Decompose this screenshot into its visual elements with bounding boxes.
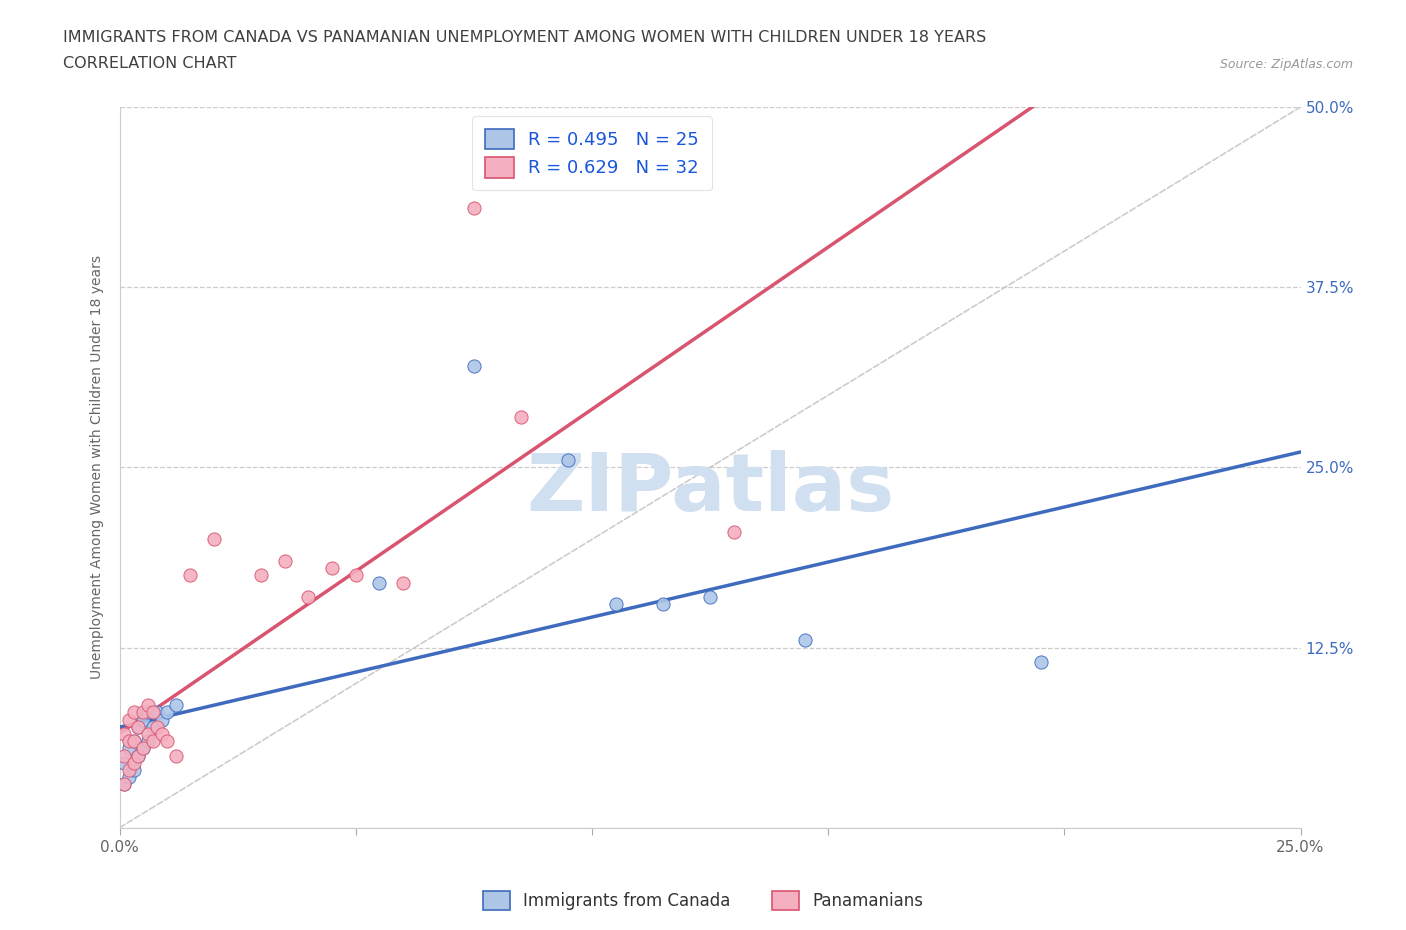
Point: [274, 553, 297, 568]
Point: [156, 734, 179, 749]
Text: ZIPatlas: ZIPatlas: [526, 450, 894, 528]
Point: [344, 568, 367, 583]
Point: [132, 741, 155, 756]
Point: [118, 763, 141, 777]
Point: [136, 734, 159, 749]
Point: [165, 698, 187, 712]
Point: [321, 561, 343, 576]
Point: [122, 763, 145, 777]
Point: [156, 705, 179, 720]
Point: [127, 748, 149, 763]
Point: [122, 755, 145, 770]
Point: [118, 741, 141, 756]
Point: [127, 748, 149, 763]
Point: [112, 777, 135, 792]
Point: [112, 748, 135, 763]
Point: [112, 777, 135, 792]
Point: [136, 698, 159, 712]
Point: [793, 633, 815, 648]
Text: IMMIGRANTS FROM CANADA VS PANAMANIAN UNEMPLOYMENT AMONG WOMEN WITH CHILDREN UNDE: IMMIGRANTS FROM CANADA VS PANAMANIAN UNE…: [63, 30, 987, 45]
Point: [463, 359, 485, 374]
Point: [132, 705, 155, 720]
Legend: R = 0.495   N = 25, R = 0.629   N = 32: R = 0.495 N = 25, R = 0.629 N = 32: [472, 116, 711, 191]
Point: [142, 720, 165, 735]
Point: [651, 597, 673, 612]
Point: [723, 525, 745, 539]
Point: [122, 734, 145, 749]
Point: [392, 575, 415, 591]
Point: [146, 720, 169, 735]
Text: CORRELATION CHART: CORRELATION CHART: [63, 56, 236, 71]
Point: [463, 201, 485, 216]
Point: [142, 734, 165, 749]
Text: Source: ZipAtlas.com: Source: ZipAtlas.com: [1219, 58, 1353, 71]
Point: [1029, 655, 1052, 670]
Point: [297, 590, 319, 604]
Point: [699, 590, 721, 604]
Point: [368, 575, 391, 591]
Y-axis label: Unemployment Among Women with Children Under 18 years: Unemployment Among Women with Children U…: [90, 256, 104, 679]
Point: [146, 705, 169, 720]
Point: [557, 453, 579, 468]
Point: [142, 705, 165, 720]
Point: [132, 712, 155, 727]
Point: [136, 705, 159, 720]
Point: [250, 568, 273, 583]
Point: [150, 712, 173, 727]
Point: [510, 409, 533, 424]
Point: [122, 734, 145, 749]
Point: [132, 741, 155, 756]
Point: [112, 726, 135, 741]
Legend: Immigrants from Canada, Panamanians: Immigrants from Canada, Panamanians: [477, 884, 929, 917]
Point: [150, 726, 173, 741]
Point: [118, 734, 141, 749]
Point: [122, 705, 145, 720]
Point: [112, 755, 135, 770]
Point: [118, 712, 141, 727]
Point: [179, 568, 201, 583]
Point: [605, 597, 627, 612]
Point: [136, 726, 159, 741]
Point: [202, 532, 225, 547]
Point: [127, 720, 149, 735]
Point: [127, 720, 149, 735]
Point: [165, 748, 187, 763]
Point: [118, 770, 141, 785]
